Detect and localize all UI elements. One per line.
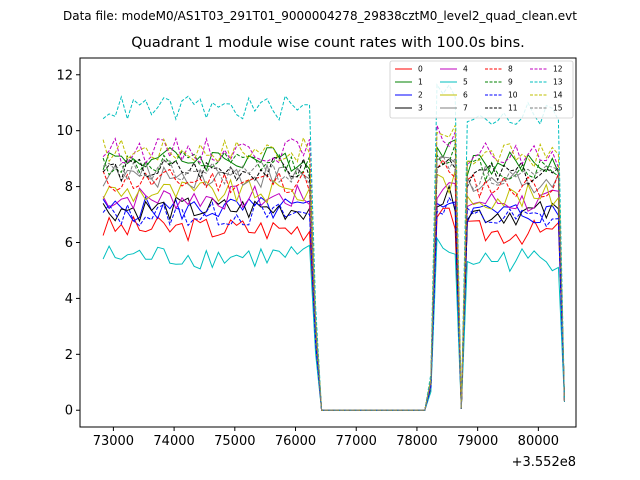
legend-label-12: 12 bbox=[553, 65, 563, 74]
figure-suptitle: Data file: modeM0/AS1T03_291T01_90000042… bbox=[63, 9, 577, 23]
y-tick-label: 12 bbox=[56, 68, 73, 83]
series-line-0 bbox=[102, 207, 565, 411]
x-tick-label: 74000 bbox=[153, 434, 194, 449]
series-line-12 bbox=[102, 125, 565, 411]
series-line-11 bbox=[102, 156, 565, 411]
legend-label-4: 4 bbox=[463, 65, 468, 74]
legend-label-9: 9 bbox=[508, 78, 513, 87]
legend-label-5: 5 bbox=[463, 78, 468, 87]
legend-label-3: 3 bbox=[418, 104, 423, 113]
legend-label-8: 8 bbox=[508, 65, 513, 74]
series-line-13 bbox=[102, 83, 565, 411]
x-tick-label: 76000 bbox=[275, 434, 316, 449]
y-tick-label: 4 bbox=[65, 292, 73, 307]
series-line-9 bbox=[102, 143, 565, 411]
x-offset-label: +3.552e8 bbox=[512, 455, 576, 470]
x-tick-label: 73000 bbox=[93, 434, 134, 449]
y-tick-label: 8 bbox=[65, 180, 73, 195]
y-tick-label: 2 bbox=[65, 348, 73, 363]
series-line-3 bbox=[102, 184, 565, 411]
series-line-5 bbox=[102, 236, 565, 411]
x-tick-label: 77000 bbox=[336, 434, 377, 449]
legend-label-10: 10 bbox=[508, 91, 518, 100]
series-line-10 bbox=[102, 196, 565, 411]
legend-label-14: 14 bbox=[553, 91, 563, 100]
legend-label-13: 13 bbox=[553, 78, 563, 87]
series-line-6 bbox=[102, 170, 565, 411]
x-tick-label: 79000 bbox=[457, 434, 498, 449]
legend-label-2: 2 bbox=[418, 91, 423, 100]
series-line-8 bbox=[102, 158, 565, 411]
series-line-7 bbox=[102, 156, 565, 411]
y-tick-label: 6 bbox=[65, 236, 73, 251]
legend-box bbox=[389, 60, 574, 119]
legend-label-11: 11 bbox=[508, 104, 518, 113]
x-tick-label: 78000 bbox=[396, 434, 437, 449]
x-tick-label: 75000 bbox=[214, 434, 255, 449]
legend-label-0: 0 bbox=[418, 65, 423, 74]
legend-label-1: 1 bbox=[418, 78, 423, 87]
legend-label-6: 6 bbox=[463, 91, 468, 100]
chart-title: Quadrant 1 module wise count rates with … bbox=[131, 35, 525, 51]
legend-label-15: 15 bbox=[553, 104, 563, 113]
x-tick-label: 80000 bbox=[518, 434, 559, 449]
legend-label-7: 7 bbox=[463, 104, 468, 113]
series-line-15 bbox=[102, 154, 565, 411]
y-tick-label: 0 bbox=[65, 404, 73, 419]
y-tick-label: 10 bbox=[56, 124, 73, 139]
